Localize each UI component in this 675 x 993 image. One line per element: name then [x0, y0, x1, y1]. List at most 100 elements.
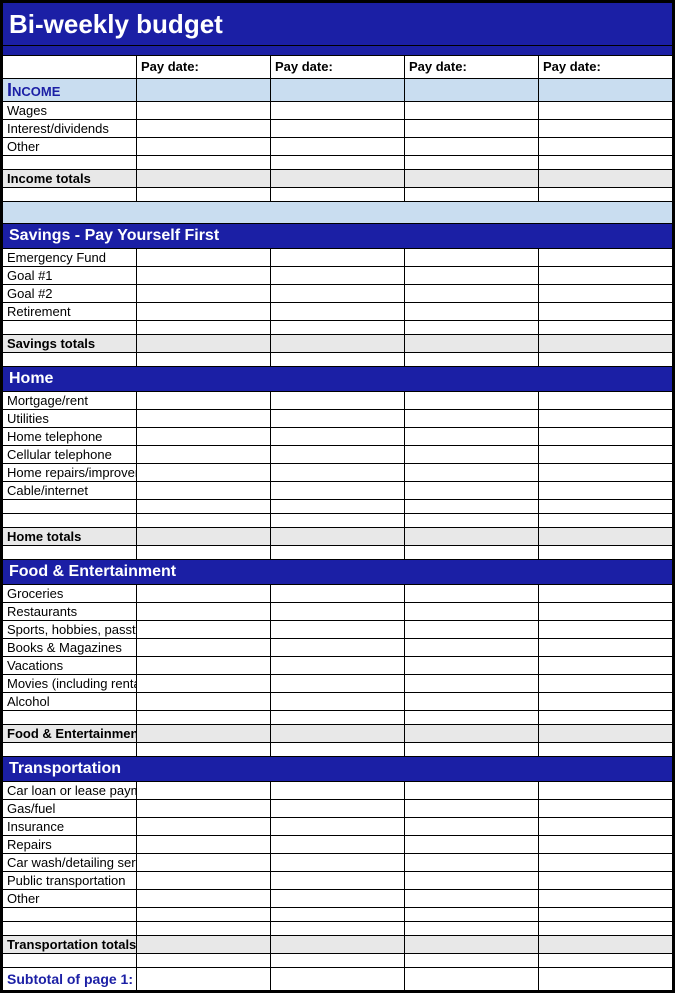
table-row: Goal #2 [3, 285, 673, 303]
pay-date-3: Pay date: [405, 56, 539, 79]
totals-label: Home totals [3, 528, 137, 546]
table-row: Sports, hobbies, passtimes [3, 621, 673, 639]
savings-header: Savings - Pay Yourself First [3, 224, 673, 249]
transport-header-row: Transportation [3, 757, 673, 782]
row-label: Other [3, 890, 137, 908]
row-label: Emergency Fund [3, 249, 137, 267]
empty-row [3, 188, 673, 202]
table-row: Groceries [3, 585, 673, 603]
table-row: Cellular telephone [3, 446, 673, 464]
row-label: Home telephone [3, 428, 137, 446]
budget-table: Bi-weekly budget Pay date: Pay date: Pay… [2, 2, 673, 991]
empty-row [3, 908, 673, 922]
row-label: Utilities [3, 410, 137, 428]
table-row: Retirement [3, 303, 673, 321]
table-row: Public transportation [3, 872, 673, 890]
table-row: Goal #1 [3, 267, 673, 285]
food-header: Food & Entertainment [3, 560, 673, 585]
income-header-row: Income [3, 79, 673, 102]
table-row: Cable/internet [3, 482, 673, 500]
row-label: Cellular telephone [3, 446, 137, 464]
row-label: Cable/internet [3, 482, 137, 500]
income-header: Income [3, 79, 137, 102]
empty-row [3, 743, 673, 757]
row-label: Goal #2 [3, 285, 137, 303]
row-label: Retirement [3, 303, 137, 321]
totals-label: Transportation totals [3, 936, 137, 954]
home-header: Home [3, 367, 673, 392]
row-label: Groceries [3, 585, 137, 603]
pay-date-1: Pay date: [137, 56, 271, 79]
row-label: Car wash/detailing services [3, 854, 137, 872]
row-label: Movies (including rentals) [3, 675, 137, 693]
sheet-title: Bi-weekly budget [3, 3, 673, 46]
subtotal-label: Subtotal of page 1: [3, 968, 137, 991]
table-row: Interest/dividends [3, 120, 673, 138]
row-label: Other [3, 138, 137, 156]
table-row: Utilities [3, 410, 673, 428]
row-label: Repairs [3, 836, 137, 854]
title-spacer [3, 46, 673, 56]
savings-header-row: Savings - Pay Yourself First [3, 224, 673, 249]
empty-row [3, 711, 673, 725]
income-totals-row: Income totals [3, 170, 673, 188]
row-label: Car loan or lease payment [3, 782, 137, 800]
empty-row [3, 954, 673, 968]
row-label: Gas/fuel [3, 800, 137, 818]
row-label: Vacations [3, 657, 137, 675]
table-row: Insurance [3, 818, 673, 836]
totals-label: Savings totals [3, 335, 137, 353]
home-totals-row: Home totals [3, 528, 673, 546]
empty-row [3, 321, 673, 335]
table-row: Books & Magazines [3, 639, 673, 657]
empty-row [3, 500, 673, 514]
food-totals-row: Food & Entertainment total [3, 725, 673, 743]
savings-totals-row: Savings totals [3, 335, 673, 353]
subtotal-row: Subtotal of page 1: [3, 968, 673, 991]
table-row: Other [3, 138, 673, 156]
row-label: Home repairs/improvement [3, 464, 137, 482]
table-row: Car loan or lease payment [3, 782, 673, 800]
table-row: Repairs [3, 836, 673, 854]
table-row: Emergency Fund [3, 249, 673, 267]
title-row: Bi-weekly budget [3, 3, 673, 46]
row-label: Restaurants [3, 603, 137, 621]
table-row: Gas/fuel [3, 800, 673, 818]
table-row: Mortgage/rent [3, 392, 673, 410]
empty-row [3, 353, 673, 367]
table-row: Movies (including rentals) [3, 675, 673, 693]
table-row: Other [3, 890, 673, 908]
pay-header-blank [3, 56, 137, 79]
table-row: Wages [3, 102, 673, 120]
transport-header: Transportation [3, 757, 673, 782]
transport-totals-row: Transportation totals [3, 936, 673, 954]
table-row: Home telephone [3, 428, 673, 446]
row-label: Goal #1 [3, 267, 137, 285]
pay-date-header-row: Pay date: Pay date: Pay date: Pay date: [3, 56, 673, 79]
table-row: Alcohol [3, 693, 673, 711]
pay-date-2: Pay date: [271, 56, 405, 79]
row-label: Alcohol [3, 693, 137, 711]
budget-sheet: Bi-weekly budget Pay date: Pay date: Pay… [0, 0, 675, 993]
row-label: Sports, hobbies, passtimes [3, 621, 137, 639]
table-row: Car wash/detailing services [3, 854, 673, 872]
home-header-row: Home [3, 367, 673, 392]
row-label: Mortgage/rent [3, 392, 137, 410]
empty-row [3, 546, 673, 560]
divider-row [3, 202, 673, 224]
table-row: Home repairs/improvement [3, 464, 673, 482]
empty-row [3, 156, 673, 170]
row-label: Insurance [3, 818, 137, 836]
row-label: Books & Magazines [3, 639, 137, 657]
empty-row [3, 514, 673, 528]
totals-label: Income totals [3, 170, 137, 188]
food-header-row: Food & Entertainment [3, 560, 673, 585]
table-row: Vacations [3, 657, 673, 675]
totals-label: Food & Entertainment total [3, 725, 137, 743]
empty-row [3, 922, 673, 936]
table-row: Restaurants [3, 603, 673, 621]
row-label: Public transportation [3, 872, 137, 890]
pay-date-4: Pay date: [539, 56, 673, 79]
row-label: Wages [3, 102, 137, 120]
row-label: Interest/dividends [3, 120, 137, 138]
